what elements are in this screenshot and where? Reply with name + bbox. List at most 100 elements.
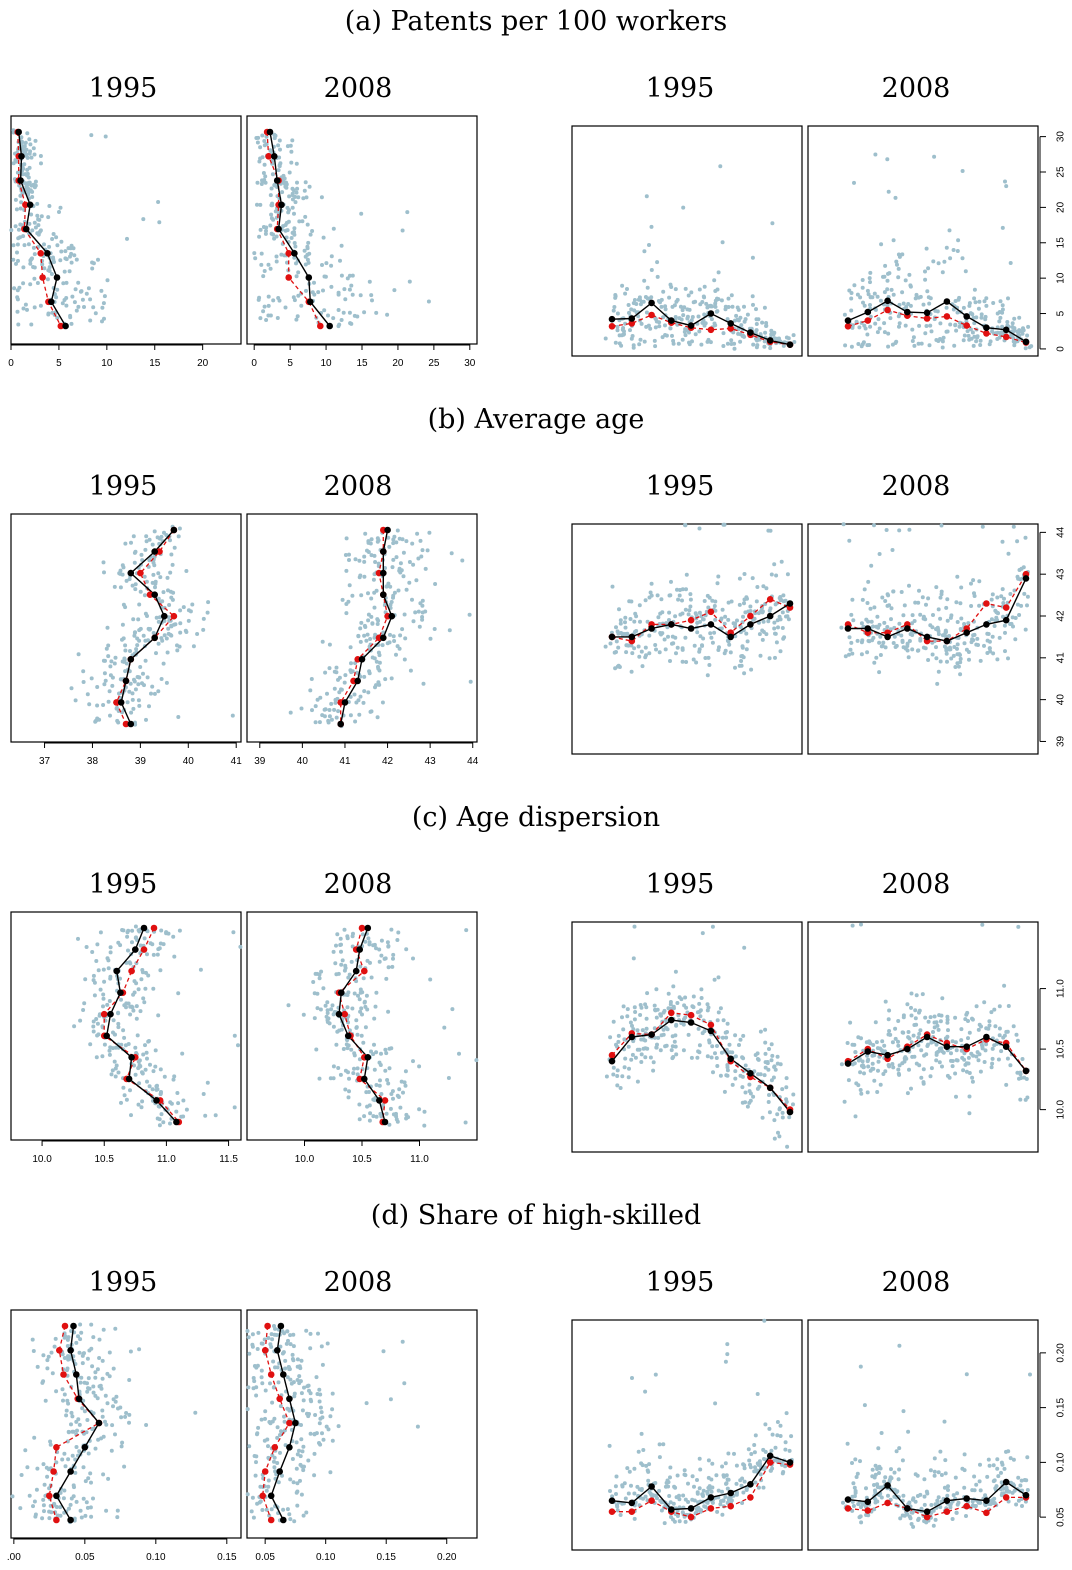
data-point — [264, 225, 269, 230]
data-point — [91, 1496, 95, 1501]
data-point — [667, 593, 672, 598]
data-point — [319, 969, 324, 974]
mean-marker — [1002, 616, 1010, 624]
median-line — [611, 1012, 791, 1111]
data-point — [295, 1452, 300, 1457]
data-point — [282, 1419, 287, 1424]
data-point — [852, 283, 857, 288]
data-point — [281, 224, 286, 229]
data-point — [115, 1515, 120, 1520]
data-point — [359, 1006, 364, 1011]
data-point — [608, 641, 613, 646]
data-point — [936, 632, 941, 637]
data-point — [899, 590, 904, 594]
data-point — [102, 316, 106, 321]
data-point — [681, 313, 686, 318]
data-point — [667, 618, 671, 622]
data-point — [909, 1510, 914, 1515]
data-point — [100, 1358, 105, 1363]
data-point — [713, 599, 718, 604]
data-point — [21, 234, 26, 239]
data-point — [744, 1487, 749, 1492]
data-point — [326, 720, 331, 725]
data-point — [329, 263, 334, 268]
data-point — [124, 578, 129, 583]
data-point — [258, 202, 263, 207]
data-point — [245, 1407, 250, 1412]
data-point — [292, 211, 296, 216]
data-point — [1006, 656, 1010, 661]
data-point — [1015, 602, 1020, 607]
data-point — [401, 574, 406, 579]
data-point — [88, 318, 93, 323]
data-point — [958, 320, 963, 325]
data-point — [971, 343, 976, 348]
data-point — [410, 541, 415, 546]
data-point — [280, 1473, 284, 1478]
data-point — [934, 656, 939, 661]
data-point — [191, 644, 196, 649]
data-point — [990, 1056, 995, 1061]
data-point — [631, 956, 636, 961]
data-point — [18, 222, 23, 227]
data-point — [988, 339, 993, 344]
data-point — [1000, 539, 1005, 544]
data-point — [865, 1059, 870, 1064]
data-point — [930, 640, 935, 645]
data-point — [936, 607, 941, 612]
data-point — [889, 1467, 893, 1472]
median-marker — [648, 311, 655, 319]
median-marker — [267, 1371, 275, 1378]
data-point — [629, 599, 634, 604]
data-point — [954, 1510, 959, 1515]
data-point — [82, 305, 86, 309]
data-point — [151, 631, 156, 635]
data-point — [926, 295, 931, 300]
data-point — [914, 292, 919, 297]
data-point — [630, 1052, 635, 1057]
data-point — [766, 1100, 771, 1104]
data-point — [908, 632, 913, 637]
data-point — [103, 1419, 107, 1424]
data-point — [687, 608, 692, 613]
data-point — [623, 625, 628, 630]
data-point — [702, 599, 707, 603]
data-point — [322, 308, 327, 313]
data-point — [323, 670, 328, 675]
data-point — [43, 1398, 48, 1403]
data-point — [292, 232, 297, 237]
data-point — [989, 1065, 994, 1070]
data-point — [1018, 1070, 1023, 1075]
data-point — [282, 1414, 286, 1419]
data-point — [628, 328, 632, 333]
data-point — [723, 614, 728, 619]
data-point — [690, 1004, 695, 1009]
data-point — [692, 643, 697, 648]
data-point — [69, 251, 74, 256]
data-point — [258, 227, 263, 232]
data-point — [849, 296, 854, 301]
data-point — [357, 712, 362, 717]
median-marker — [864, 1507, 872, 1514]
data-point — [938, 321, 943, 326]
data-point — [707, 1040, 712, 1045]
data-point — [638, 1003, 643, 1007]
data-point — [955, 652, 960, 657]
data-point — [946, 1028, 950, 1033]
y-tick-label: 30 — [1056, 131, 1067, 143]
data-point — [358, 987, 363, 992]
data-point — [755, 343, 760, 348]
data-point — [615, 328, 620, 333]
data-point — [267, 1420, 272, 1424]
data-point — [882, 274, 887, 279]
data-point — [67, 1506, 71, 1511]
data-point — [987, 639, 992, 644]
x-tick-label: 39 — [135, 756, 147, 767]
data-point — [854, 319, 859, 324]
data-point — [33, 179, 38, 184]
data-point — [271, 298, 276, 303]
data-point — [65, 1337, 70, 1342]
data-point — [639, 321, 644, 326]
data-point — [666, 991, 671, 996]
